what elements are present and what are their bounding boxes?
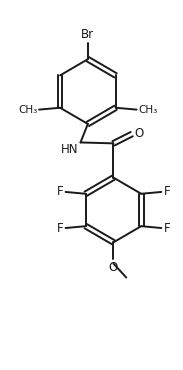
Text: HN: HN xyxy=(61,144,79,157)
Text: CH₃: CH₃ xyxy=(18,105,37,115)
Text: F: F xyxy=(57,185,63,198)
Text: F: F xyxy=(164,185,170,198)
Text: CH₃: CH₃ xyxy=(139,105,158,115)
Text: O: O xyxy=(109,261,118,274)
Text: Br: Br xyxy=(81,28,94,41)
Text: F: F xyxy=(57,222,63,235)
Text: O: O xyxy=(135,127,144,140)
Text: F: F xyxy=(164,222,170,235)
